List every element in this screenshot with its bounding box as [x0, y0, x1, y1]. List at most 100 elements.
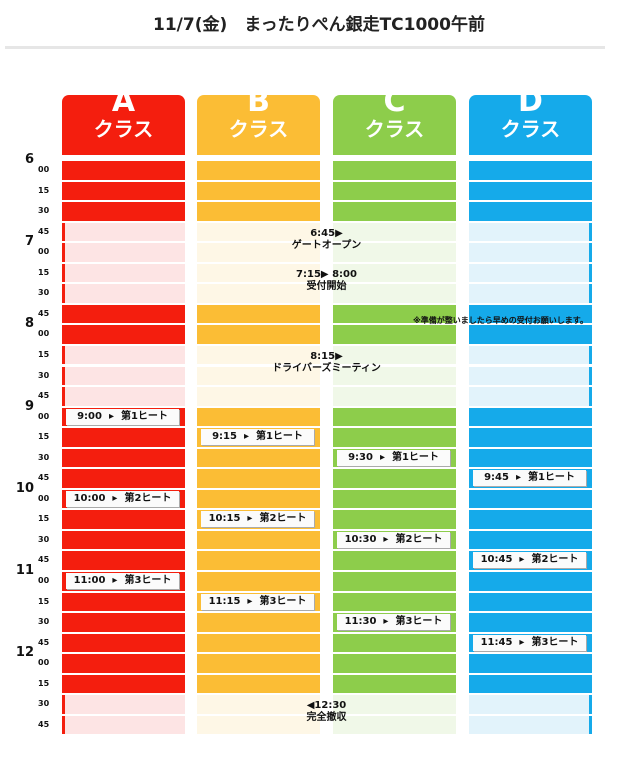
minute-label: 30	[38, 288, 50, 298]
slot-light	[469, 695, 592, 714]
slot	[333, 654, 456, 673]
slot-light	[469, 263, 592, 283]
heat-time: 9:00	[77, 410, 102, 422]
heat-arrow: ▸	[383, 616, 389, 628]
slot	[62, 633, 185, 653]
slot	[469, 674, 592, 694]
slot-light	[62, 715, 185, 735]
slot	[62, 202, 185, 221]
heat-label: 10:30 ▸ 第2ヒート	[337, 531, 450, 548]
slot-light	[62, 263, 185, 283]
slot	[333, 202, 456, 221]
slot	[469, 572, 592, 591]
heat-name: 第1ヒート	[255, 431, 303, 443]
slot-light	[333, 715, 456, 735]
heat-arrow: ▸	[379, 451, 385, 463]
slot	[62, 161, 185, 180]
heat-time: 11:15	[208, 595, 241, 607]
heat-label: 11:00 ▸ 第3ヒート	[66, 573, 179, 589]
slot	[197, 551, 320, 570]
minute-label: 45	[38, 226, 50, 236]
slot	[197, 530, 320, 550]
slot-light	[333, 284, 456, 303]
slot	[62, 325, 185, 344]
slot-light	[333, 387, 456, 406]
slot	[197, 407, 320, 427]
minute-label: 00	[38, 493, 50, 503]
slot	[197, 202, 320, 221]
minute-label: 45	[38, 473, 50, 483]
minute-label: 15	[38, 349, 50, 359]
slot	[333, 674, 456, 694]
event-text: 受付開始	[306, 280, 347, 292]
heat-arrow: ▸	[112, 492, 118, 504]
heat-name: 第2ヒート	[259, 513, 307, 525]
slot	[469, 181, 592, 201]
slot-light	[62, 222, 185, 242]
minute-label: 00	[38, 329, 50, 339]
heat-time: 11:00	[73, 575, 106, 586]
minute-label: 45	[38, 308, 50, 318]
slot	[333, 428, 456, 447]
heat-name: 第3ヒート	[395, 616, 443, 628]
slot	[333, 304, 456, 324]
class-label: クラス	[93, 117, 154, 141]
slot-light	[469, 366, 592, 385]
slot-light	[333, 695, 456, 714]
column-header: C クラス	[333, 87, 456, 155]
slot	[333, 489, 456, 509]
minute-label: 30	[38, 534, 50, 544]
heat-name: 第2ヒート	[395, 533, 443, 545]
minute-label: 45	[38, 637, 50, 647]
slot-light	[469, 715, 592, 735]
slot	[197, 469, 320, 488]
column-header: B クラス	[197, 87, 320, 155]
minute-label: 45	[38, 555, 50, 565]
class-letter: D	[518, 84, 543, 119]
slot	[333, 407, 456, 427]
heat-time: 9:45	[484, 472, 509, 484]
slot	[469, 510, 592, 529]
heat-label: 11:45 ▸ 第3ヒート	[473, 634, 586, 651]
slot	[197, 572, 320, 591]
slot	[62, 613, 185, 632]
heat-label: 9:45 ▸ 第1ヒート	[473, 470, 586, 487]
heat-arrow: ▸	[247, 595, 253, 607]
slot	[469, 407, 592, 427]
slot	[469, 654, 592, 673]
slot-light	[62, 284, 185, 303]
slot-light	[62, 387, 185, 406]
slot-light	[197, 366, 320, 385]
heat-arrow: ▸	[519, 554, 525, 566]
minute-label: 30	[38, 617, 50, 627]
class-label: クラス	[364, 117, 425, 141]
column-header: A クラス	[62, 87, 185, 155]
minute-label: 30	[38, 206, 50, 216]
heat-time: 9:15	[212, 431, 237, 443]
minute-label: 00	[38, 658, 50, 668]
minute-label: 00	[38, 576, 50, 585]
slot	[469, 530, 592, 550]
minute-label: 30	[38, 370, 50, 380]
heat-time: 11:30	[344, 616, 377, 628]
class-label: クラス	[500, 117, 561, 141]
slot	[469, 304, 592, 324]
slot	[333, 592, 456, 612]
minute-label: 15	[38, 185, 50, 195]
heat-time: 10:30	[344, 533, 377, 545]
hour-label: 8	[24, 316, 34, 332]
slot	[197, 161, 320, 180]
slot-light	[197, 222, 320, 242]
slot	[333, 633, 456, 653]
slot-light	[197, 387, 320, 406]
slot	[62, 530, 185, 550]
slot	[197, 448, 320, 468]
slot	[62, 592, 185, 612]
slot-light	[333, 345, 456, 365]
slot	[333, 572, 456, 591]
heat-label: 9:30 ▸ 第1ヒート	[337, 449, 450, 466]
slot	[469, 592, 592, 612]
slot	[197, 654, 320, 673]
hour-label: 9	[24, 398, 34, 414]
